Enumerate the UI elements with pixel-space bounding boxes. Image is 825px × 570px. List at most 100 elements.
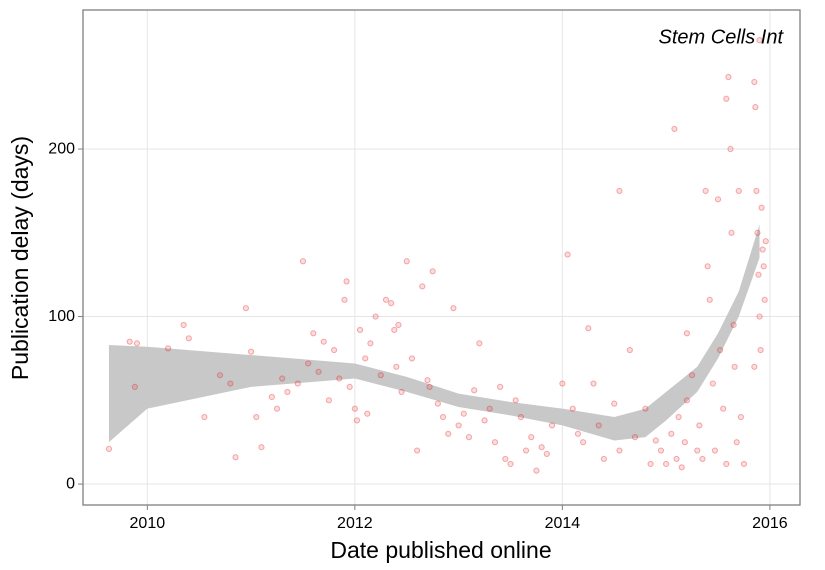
point	[754, 229, 761, 236]
point	[356, 326, 364, 334]
point	[414, 447, 421, 454]
point	[180, 321, 187, 329]
point	[752, 104, 759, 111]
point	[755, 271, 762, 278]
point	[279, 375, 286, 382]
point	[216, 372, 224, 379]
plot-border	[82, 9, 801, 506]
point	[502, 455, 509, 463]
point	[439, 413, 447, 421]
point	[393, 363, 400, 370]
y-tick-label: 200	[48, 140, 75, 157]
point	[725, 73, 732, 81]
point	[403, 258, 410, 265]
point	[590, 380, 597, 387]
point	[761, 296, 768, 303]
point	[671, 125, 678, 133]
point	[683, 330, 690, 337]
point	[227, 380, 234, 387]
point	[559, 380, 566, 387]
ticks: 2010 2012 2014 2016 0 100 200	[48, 140, 788, 532]
point	[367, 340, 374, 347]
point	[391, 326, 398, 334]
grid	[83, 10, 800, 505]
point	[585, 325, 592, 332]
point	[760, 263, 767, 270]
point	[611, 400, 618, 407]
point	[681, 439, 688, 446]
point	[382, 296, 390, 303]
point	[702, 187, 709, 195]
point	[429, 268, 436, 275]
point	[740, 460, 748, 468]
point	[756, 313, 763, 320]
point	[310, 330, 317, 337]
annotation: Stem Cells Int	[659, 26, 785, 48]
point	[242, 305, 250, 312]
point	[751, 78, 758, 86]
point	[548, 422, 556, 429]
point	[731, 363, 738, 370]
point	[600, 455, 607, 463]
point	[533, 467, 540, 474]
point	[455, 422, 462, 429]
point	[699, 455, 706, 463]
point	[372, 313, 379, 320]
point	[759, 246, 766, 253]
point	[486, 405, 493, 412]
point	[341, 296, 348, 303]
point	[720, 405, 727, 412]
point	[626, 346, 633, 354]
point	[512, 397, 519, 404]
point	[758, 204, 765, 211]
point	[569, 405, 576, 412]
point	[696, 422, 703, 429]
point	[126, 338, 133, 345]
point	[320, 338, 327, 345]
point	[717, 346, 724, 354]
point	[709, 380, 716, 387]
point	[714, 196, 722, 203]
point	[346, 383, 353, 391]
x-axis-title: Date published online	[330, 537, 551, 563]
point	[733, 439, 740, 446]
point	[105, 445, 113, 452]
point	[450, 305, 457, 312]
point	[395, 321, 402, 329]
point	[388, 300, 395, 307]
point	[331, 346, 338, 354]
point	[364, 410, 371, 417]
point	[723, 460, 730, 468]
point	[595, 422, 602, 429]
point	[491, 439, 499, 446]
point	[284, 388, 291, 396]
point	[652, 437, 659, 444]
point	[353, 417, 361, 424]
x-tick-label: 2010	[130, 515, 166, 532]
point	[305, 360, 312, 367]
point	[273, 405, 281, 412]
point	[497, 383, 504, 391]
marks	[105, 37, 769, 474]
point	[351, 405, 358, 412]
point	[753, 187, 760, 195]
point	[757, 346, 764, 354]
point	[762, 238, 769, 245]
point	[522, 447, 530, 454]
point	[688, 372, 696, 379]
point	[711, 447, 719, 454]
point	[673, 455, 680, 463]
point	[253, 413, 260, 421]
x-tick-label: 2012	[337, 515, 373, 532]
point	[465, 434, 473, 441]
point	[683, 397, 690, 404]
point	[232, 454, 239, 461]
x-tick-label: 2016	[752, 515, 788, 532]
point	[706, 296, 713, 303]
point	[678, 464, 685, 471]
point	[564, 251, 571, 258]
point	[133, 340, 141, 347]
point	[426, 383, 433, 391]
point	[756, 37, 763, 44]
point	[476, 340, 483, 347]
